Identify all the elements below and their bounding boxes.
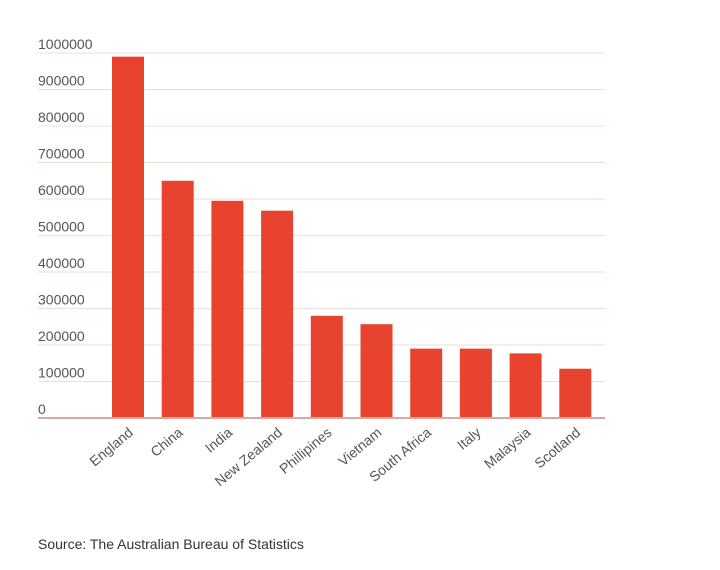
x-category-label: Malaysia (481, 424, 534, 472)
bar (559, 368, 592, 418)
y-tick-label: 500000 (38, 219, 85, 235)
bar (509, 353, 542, 418)
y-tick-label: 900000 (38, 73, 85, 89)
y-axis-ticks: 0 100000 200000 300000 400000 500000 600000 700… (38, 36, 93, 417)
x-category-label: Scotland (531, 424, 583, 471)
y-tick-label: 200000 (38, 328, 85, 344)
y-tick-label: 1000000 (38, 36, 93, 52)
bar (211, 200, 244, 418)
y-tick-label: 800000 (38, 109, 85, 125)
bar (261, 210, 294, 418)
x-category-label: India (202, 424, 236, 456)
x-category-label: England (86, 424, 136, 469)
bars (112, 56, 592, 419)
y-tick-label: 400000 (38, 255, 85, 271)
bar (410, 348, 443, 418)
x-category-label: Italy (454, 424, 484, 453)
x-category-label: Phillipines (276, 424, 335, 477)
y-tick-label: 600000 (38, 182, 85, 198)
bar (112, 56, 144, 419)
y-tick-label: 100000 (38, 365, 85, 381)
y-tick-label: 700000 (38, 146, 85, 162)
y-tick-label: 0 (38, 401, 46, 417)
source-note: Source: The Australian Bureau of Statist… (38, 536, 304, 552)
bar (360, 324, 393, 418)
x-category-label: China (147, 424, 185, 460)
bar (161, 180, 194, 418)
bar (459, 348, 492, 418)
y-tick-label: 300000 (38, 292, 85, 308)
bar (310, 315, 343, 418)
